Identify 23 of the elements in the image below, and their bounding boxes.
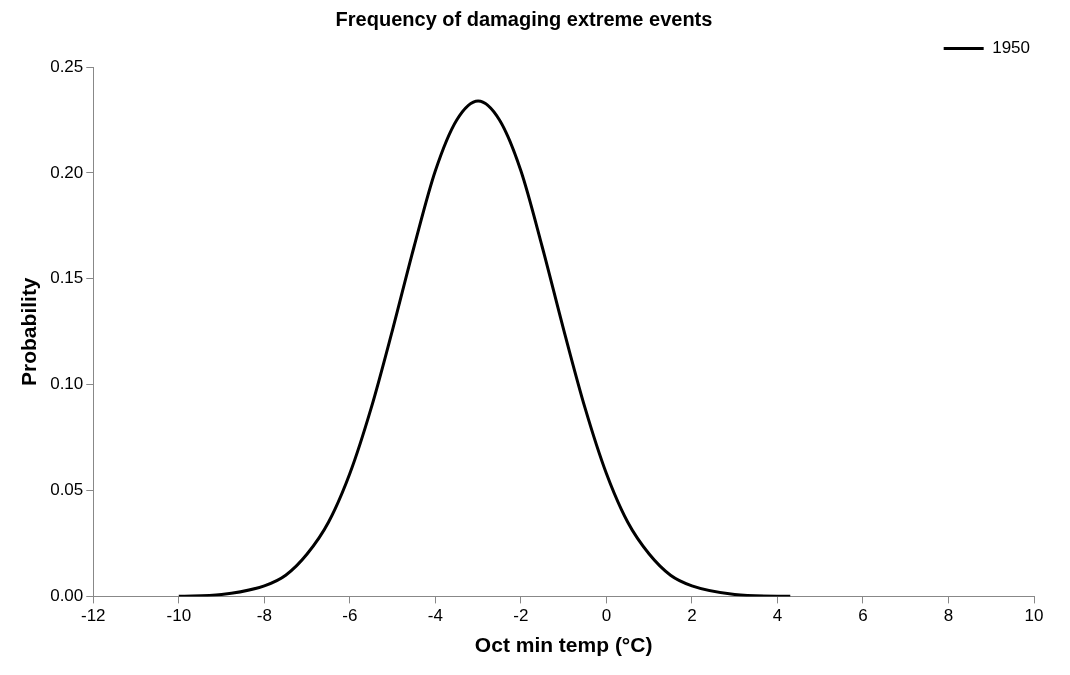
y-tick-label: 0.20: [50, 162, 84, 182]
x-tick-label: -6: [342, 606, 358, 626]
y-tick-label: 0.00: [50, 586, 84, 606]
x-tick-label: 0: [601, 606, 612, 626]
y-tick-label: 0.25: [50, 56, 84, 76]
y-tick-label: 0.15: [50, 268, 84, 288]
y-axis-title: Probability: [17, 277, 41, 386]
x-tick-label: 2: [687, 606, 697, 626]
line-series: [177, 99, 792, 597]
x-tick-label: -2: [513, 606, 529, 626]
legend-label: 1950: [992, 38, 1031, 58]
x-tick-label: -10: [166, 606, 192, 626]
x-tick-label: -8: [256, 606, 272, 626]
y-tick-label: 0.10: [50, 374, 84, 394]
x-tick-label: 10: [1024, 606, 1044, 626]
x-tick-label: 4: [772, 606, 783, 626]
x-tick-label: 6: [858, 606, 868, 626]
x-tick-label: -12: [81, 606, 106, 626]
chart-title: Frequency of damaging extreme events: [335, 7, 713, 30]
x-tick-label: 8: [943, 606, 954, 626]
x-tick-label: -4: [427, 606, 443, 626]
y-tick-label: 0.05: [50, 480, 84, 500]
x-axis-title: Oct min temp (°C): [474, 633, 653, 657]
